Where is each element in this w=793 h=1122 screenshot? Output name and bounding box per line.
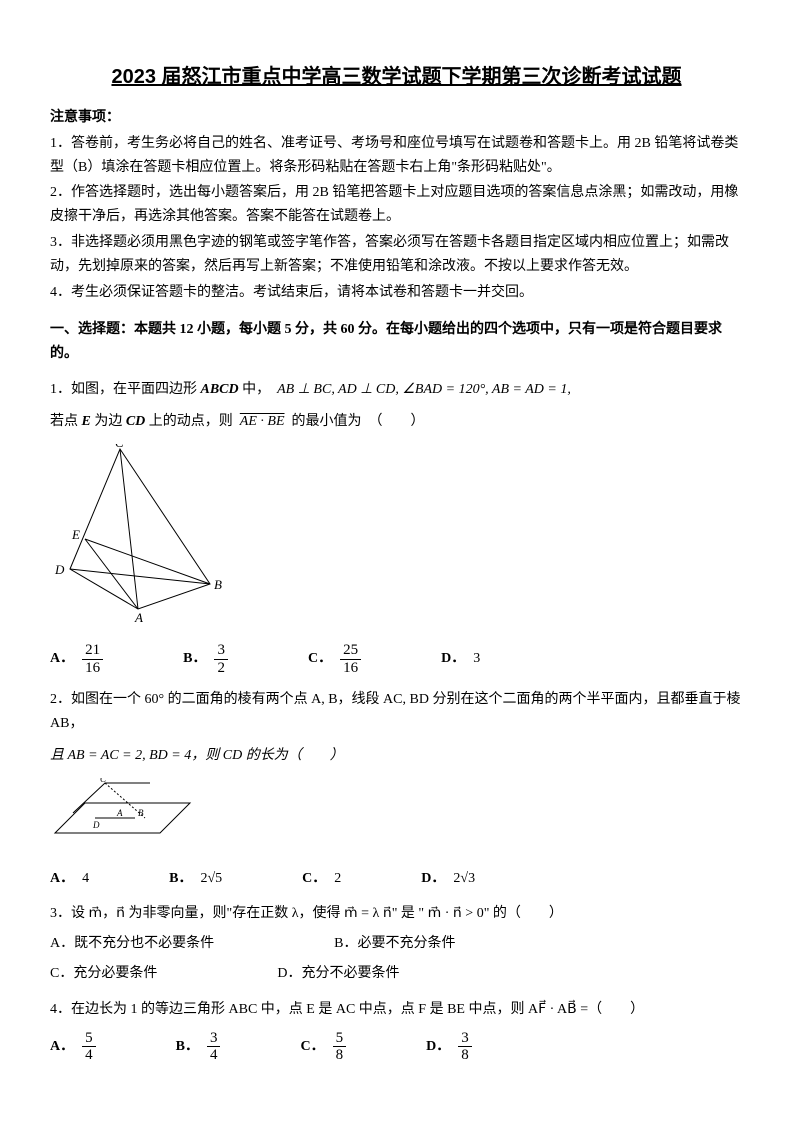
q4-opt-b: B． 34 xyxy=(176,1030,221,1064)
svg-text:C: C xyxy=(100,778,107,784)
q3-opt-d: D．充分不必要条件 xyxy=(277,962,399,986)
q2-opt-d: D．2√3 xyxy=(421,867,475,891)
q1-opt-d: D． 3 xyxy=(441,647,480,671)
svg-text:D: D xyxy=(92,820,100,830)
question-4: 4．在边长为 1 的等边三角形 ABC 中，点 E 是 AC 中点，点 F 是 … xyxy=(50,998,743,1022)
q3-options-row1: A．既不充分也不必要条件 B．必要不充分条件 xyxy=(50,932,743,956)
q1-opt-a: A． 2116 xyxy=(50,642,103,676)
q3-opt-b: B．必要不充分条件 xyxy=(334,932,455,956)
q1-vecprod: AE · BE xyxy=(240,414,285,429)
question-1-line2: 若点 E 为边 CD 上的动点，则 AE · BE 的最小值为 （ ） xyxy=(50,410,743,434)
q4-options: A． 54 B． 34 C． 58 D． 38 xyxy=(50,1030,743,1064)
svg-text:C: C xyxy=(115,444,124,450)
question-2-line2: 且 AB = AC = 2, BD = 4，则 CD 的长为（ ） xyxy=(50,744,743,768)
q1-abcd: ABCD xyxy=(201,382,239,397)
q2-opt-a: A．4 xyxy=(50,867,89,891)
q1-options: A． 2116 B． 32 C． 2516 D． 3 xyxy=(50,642,743,676)
q1-l2-end: 上的动点，则 xyxy=(149,414,233,429)
q1-svg: C E D A B xyxy=(50,444,230,624)
instruction-2: 2．作答选择题时，选出每小题答案后，用 2B 铅笔把答题卡上对应题目选项的答案信… xyxy=(50,181,743,229)
q1-diagram: C E D A B xyxy=(50,444,743,633)
q2-diagram: C D A B xyxy=(50,778,743,857)
q1-l2-tail: 的最小值为 （ ） xyxy=(292,414,425,429)
question-3: 3．设 m⃗，n⃗ 为非零向量，则"存在正数 λ，使得 m⃗ = λ n⃗" 是… xyxy=(50,902,743,926)
svg-text:E: E xyxy=(71,527,80,542)
q1-cond: AB ⊥ BC, AD ⊥ CD, ∠BAD = 120°, AB = AD =… xyxy=(277,382,571,397)
q4-opt-d: D． 38 xyxy=(426,1030,472,1064)
q1-opt-c: C． 2516 xyxy=(308,642,361,676)
svg-text:A: A xyxy=(116,808,123,818)
q1-CD: CD xyxy=(126,414,145,429)
svg-text:D: D xyxy=(54,562,65,577)
q4-opt-a: A． 54 xyxy=(50,1030,96,1064)
q1-prefix: 1．如图，在平面四边形 xyxy=(50,382,197,397)
q1-E: E xyxy=(82,414,91,429)
q1-l2-pre: 若点 xyxy=(50,414,78,429)
svg-text:A: A xyxy=(134,610,143,624)
q3-opt-a: A．既不充分也不必要条件 xyxy=(50,932,214,956)
q2-options: A．4 B．2√5 C．2 D．2√3 xyxy=(50,867,743,891)
q2-svg: C D A B xyxy=(50,778,200,848)
question-1: 1．如图，在平面四边形 ABCD 中， AB ⊥ BC, AD ⊥ CD, ∠B… xyxy=(50,378,743,402)
q1-opt-b: B． 32 xyxy=(183,642,228,676)
section-header: 一、选择题：本题共 12 小题，每小题 5 分，共 60 分。在每小题给出的四个… xyxy=(50,318,743,366)
notice-label: 注意事项： xyxy=(50,106,743,130)
question-2: 2．如图在一个 60° 的二面角的棱有两个点 A, B，线段 AC, BD 分别… xyxy=(50,688,743,736)
q2-opt-c: C．2 xyxy=(302,867,341,891)
q3-options-row2: C．充分必要条件 D．充分不必要条件 xyxy=(50,962,743,986)
svg-text:B: B xyxy=(214,577,222,592)
q3-opt-c: C．充分必要条件 xyxy=(50,962,157,986)
instruction-3: 3．非选择题必须用黑色字迹的钢笔或签字笔作答，答案必须写在答题卡各题目指定区域内… xyxy=(50,231,743,279)
q2-l2: 且 AB = AC = 2, BD = 4，则 CD 的长为（ ） xyxy=(50,748,344,763)
instruction-1: 1．答卷前，考生务必将自己的姓名、准考证号、考场号和座位号填写在试题卷和答题卡上… xyxy=(50,132,743,180)
q2-opt-b: B．2√5 xyxy=(169,867,222,891)
q1-l2-mid: 为边 xyxy=(94,414,122,429)
instruction-4: 4．考生必须保证答题卡的整洁。考试结束后，请将本试卷和答题卡一并交回。 xyxy=(50,281,743,305)
svg-text:B: B xyxy=(138,808,144,818)
q1-mid: 中， xyxy=(242,382,270,397)
page-title: 2023 届怒江市重点中学高三数学试题下学期第三次诊断考试试题 xyxy=(50,60,743,94)
q4-opt-c: C． 58 xyxy=(300,1030,346,1064)
